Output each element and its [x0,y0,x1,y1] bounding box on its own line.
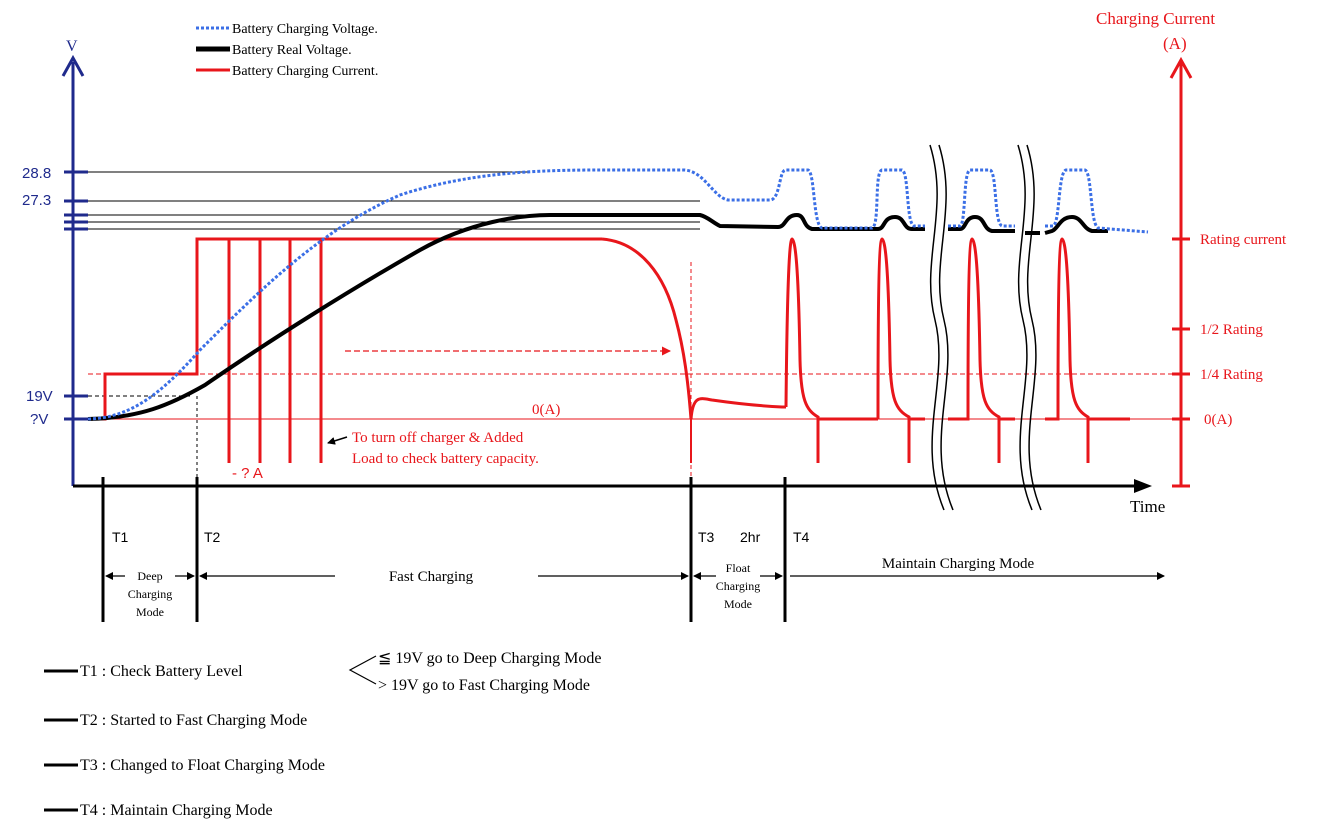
current-axis-arrow [1169,56,1193,79]
legend-real-voltage-label: Battery Real Voltage. [232,43,352,58]
voltage-axis-label: V [66,38,78,55]
voltage-axis-arrow [61,54,85,77]
time-axis-arrow [1134,479,1152,493]
load-note-line1: To turn off charger & Added [352,430,524,446]
current-axis-unit: (A) [1163,34,1187,53]
reference-lines [88,171,1180,486]
charging-voltage-curve [87,168,1149,421]
note-t4: T4 : Maintain Charging Mode [80,802,273,819]
maintain-mode-label: Maintain Charging Mode [882,556,1035,572]
note-t3: T3 : Changed to Float Charging Mode [80,757,325,774]
t4-marker: T4 [793,529,810,545]
deep-mode-label-1: Deep [137,569,162,583]
note-t1-high: > 19V go to Fast Charging Mode [378,677,590,694]
load-note-arrow [327,436,348,445]
deep-mode-label-2: Charging [128,587,172,601]
negative-current-annotation: - ? A [232,465,263,482]
note-t1-branch [348,655,377,685]
fast-charging-label: Fast Charging [389,569,474,585]
tick-quarter-rating: 1/4 Rating [1200,367,1263,383]
voltage-axis: V 28.8 27.3 19V ?V [22,38,88,486]
tick-half-rating: 1/2 Rating [1200,322,1263,338]
current-axis: Charging Current (A) Rating current 1/2 … [1096,9,1287,488]
legend-charging-voltage-label: Battery Charging Voltage. [232,22,378,37]
two-hours-label: 2hr [740,529,761,545]
tick-28-8: 28.8 [22,165,51,182]
t1-marker: T1 [112,529,129,545]
axis-break-marks [929,144,1042,511]
legend: Battery Charging Voltage. Battery Real V… [196,22,378,79]
float-mode-label-2: Charging [716,579,760,593]
deep-mode-label-3: Mode [136,605,164,619]
t2-marker: T2 [204,529,221,545]
charging-current-curve [88,237,1130,463]
annotations: 0(A) - ? A To turn off charger & Added L… [232,346,671,482]
zero-current-annotation: 0(A) [532,402,560,418]
real-voltage-curve [87,212,1108,421]
note-t1: T1 : Check Battery Level [80,663,243,680]
notes: T1 : Check Battery Level ≦ 19V go to Dee… [44,650,601,819]
float-mode-label-3: Mode [724,597,752,611]
tick-rating-current: Rating current [1200,232,1287,248]
time-axis: Time T1 T2 T3 2hr T4 [73,477,1165,622]
mode-spans: Deep Charging Mode Fast Charging Float C… [105,556,1165,619]
legend-charging-current-label: Battery Charging Current. [232,64,378,79]
tick-zero-current: 0(A) [1204,412,1232,428]
tick-19v: 19V [26,388,53,405]
t3-marker: T3 [698,529,715,545]
tick-unknown-v: ?V [30,411,48,428]
current-axis-label: Charging Current [1096,9,1215,28]
time-axis-label: Time [1130,497,1165,516]
float-mode-label-1: Float [726,561,751,575]
note-t2: T2 : Started to Fast Charging Mode [80,712,307,729]
tick-27-3: 27.3 [22,192,51,209]
load-note-line2: Load to check battery capacity. [352,451,539,467]
note-t1-low: ≦ 19V go to Deep Charging Mode [378,650,601,667]
